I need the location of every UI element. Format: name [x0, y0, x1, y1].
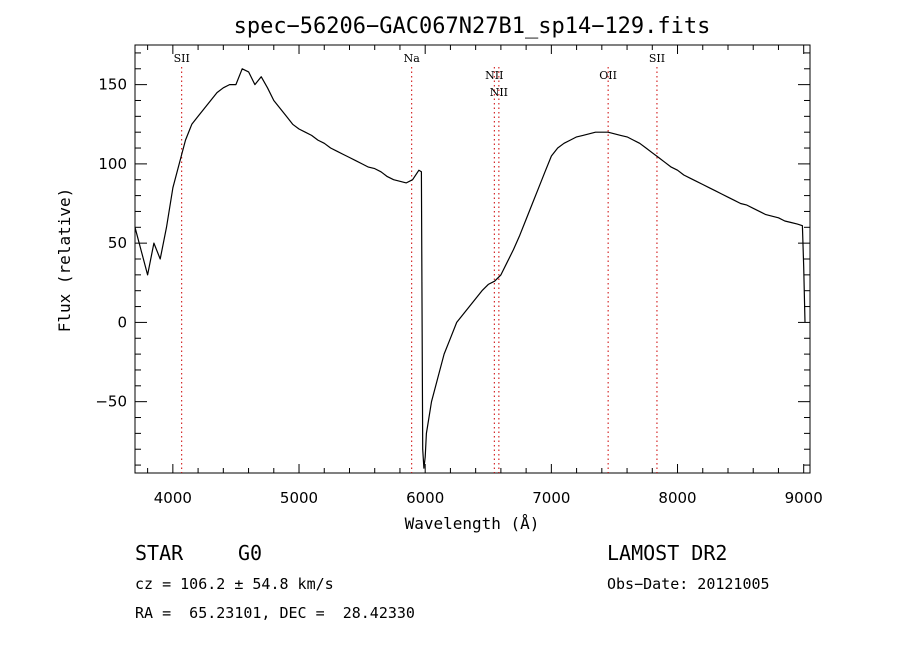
- x-tick-label: 7000: [532, 489, 570, 507]
- y-tick-label: −50: [95, 393, 127, 411]
- y-tick-label: 0: [117, 313, 127, 331]
- emission-line-label: SII: [649, 52, 665, 65]
- observation-date: Obs−Date: 20121005: [607, 575, 770, 593]
- emission-line-label: NII: [485, 69, 503, 82]
- x-tick-label: 4000: [154, 489, 192, 507]
- emission-line-label: NII: [490, 86, 508, 99]
- y-tick-label: 100: [98, 155, 127, 173]
- emission-line-label: OII: [599, 69, 617, 82]
- coordinates: RA = 65.23101, DEC = 28.42330: [135, 604, 415, 622]
- object-subclass: G0: [238, 541, 263, 565]
- y-axis-label: Flux (relative): [55, 188, 74, 333]
- x-tick-label: 6000: [406, 489, 444, 507]
- x-tick-label: 8000: [658, 489, 696, 507]
- emission-line-label: Na: [404, 52, 421, 65]
- chart-title: spec−56206−GAC067N27B1_sp14−129.fits: [234, 14, 711, 39]
- survey-name: LAMOST DR2: [607, 541, 728, 565]
- plot-frame: [134, 44, 811, 474]
- y-tick-label: 50: [108, 234, 127, 252]
- redshift-velocity: cz = 106.2 ± 54.8 km/s: [135, 575, 334, 593]
- x-axis-label: Wavelength (Å): [405, 514, 540, 533]
- x-tick-label: 9000: [785, 489, 823, 507]
- x-tick-label: 5000: [280, 489, 318, 507]
- emission-line-label: SII: [174, 52, 190, 65]
- spectrum-series-line: [134, 68, 806, 469]
- y-tick-label: 150: [98, 76, 127, 94]
- object-class: STAR: [135, 541, 184, 565]
